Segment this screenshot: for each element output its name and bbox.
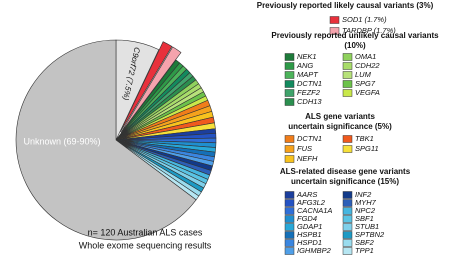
legend-swatch: [329, 16, 340, 24]
legend-title: ALS gene variants: [305, 112, 375, 121]
legend-title: (10%): [344, 41, 366, 50]
legend-label: SBF2: [355, 238, 375, 247]
legend-swatch: [342, 199, 353, 207]
legend-swatch: [342, 71, 353, 79]
legend-title: uncertain significance (15%): [291, 177, 399, 186]
legend-swatch: [284, 62, 295, 70]
legend-label: LUM: [355, 70, 372, 79]
legend-label: TBK1: [355, 134, 374, 143]
legend-label: TPP1: [355, 246, 374, 255]
legend-label: AFG3L2: [296, 198, 326, 207]
legend-label: SPG7: [355, 79, 376, 88]
legend-swatch: [284, 80, 295, 88]
slice-label: Unknown (69-90%): [23, 136, 100, 146]
legend-swatch: [342, 89, 353, 97]
legend-swatch: [342, 80, 353, 88]
legend-swatch: [284, 135, 295, 143]
legend-label: GDAP1: [297, 222, 322, 231]
legend-swatch: [284, 89, 295, 97]
legend-swatch: [342, 135, 353, 143]
pie-slice: [15, 39, 197, 241]
legend-label: SPG11: [355, 144, 379, 153]
legend-swatch: [342, 239, 353, 247]
legend-swatch: [284, 98, 295, 106]
legend-swatch: [284, 215, 295, 223]
legend-label: MYH7: [355, 198, 377, 207]
legend-label: FEZF2: [297, 88, 321, 97]
pie-slice: [120, 46, 182, 133]
legend-label: INF2: [355, 190, 372, 199]
legend-title: ALS-related disease gene variants: [280, 167, 411, 176]
legend-title: uncertain significance (5%): [288, 122, 392, 131]
legend-swatch: [342, 191, 353, 199]
legend-label: DCTN1: [297, 79, 322, 88]
legend-swatch: [284, 231, 295, 239]
legend-swatch: [284, 223, 295, 231]
legend-swatch: [284, 207, 295, 215]
legend-swatch: [342, 231, 353, 239]
legend-swatch: [284, 155, 295, 163]
legend-label: SOD1 (1.7%): [342, 15, 387, 24]
legend-label: AARS: [296, 190, 317, 199]
legend-label: CDH13: [297, 97, 322, 106]
legend-swatch: [284, 199, 295, 207]
legend-label: OMA1: [355, 52, 376, 61]
legend: Previously reported likely causal varian…: [257, 1, 439, 255]
legend-label: NEK1: [297, 52, 317, 61]
legend-swatch: [342, 247, 353, 255]
legend-label: ANG: [296, 61, 313, 70]
legend-label: CDH22: [355, 61, 380, 70]
legend-swatch: [342, 145, 353, 153]
legend-swatch: [342, 62, 353, 70]
legend-label: TARDBP (1.7%): [342, 26, 396, 35]
legend-swatch: [284, 145, 295, 153]
legend-label: CACNA1A: [297, 206, 332, 215]
legend-swatch: [284, 239, 295, 247]
legend-swatch: [284, 191, 295, 199]
legend-label: MAPT: [297, 70, 319, 79]
pie-slice: [119, 41, 173, 133]
legend-swatch: [284, 247, 295, 255]
legend-title: Previously reported likely causal varian…: [257, 1, 434, 10]
annotation: Whole exome sequencing results: [79, 240, 212, 250]
legend-swatch: [284, 53, 295, 61]
legend-swatch: [284, 71, 295, 79]
legend-label: NEFH: [297, 154, 318, 163]
legend-label: SBF1: [355, 214, 374, 223]
legend-label: HSPB1: [297, 230, 322, 239]
legend-swatch: [329, 27, 340, 35]
legend-label: IGHMBP2: [297, 246, 332, 255]
legend-label: FUS: [297, 144, 312, 153]
legend-label: DCTN1: [297, 134, 322, 143]
legend-swatch: [342, 53, 353, 61]
legend-label: NPC2: [355, 206, 376, 215]
legend-title: Previously reported unlikely causal vari…: [271, 31, 439, 40]
annotation: n= 120 Australian ALS cases: [88, 227, 203, 237]
legend-label: FGD4: [297, 214, 317, 223]
legend-label: HSPD1: [297, 238, 322, 247]
legend-label: STUB1: [355, 222, 379, 231]
legend-swatch: [342, 207, 353, 215]
legend-label: SPTBN2: [355, 230, 385, 239]
legend-swatch: [342, 223, 353, 231]
legend-label: VEGFA: [355, 88, 380, 97]
legend-swatch: [342, 215, 353, 223]
pie: C9orf72 (7.5%)Unknown (69-90%): [15, 39, 217, 241]
